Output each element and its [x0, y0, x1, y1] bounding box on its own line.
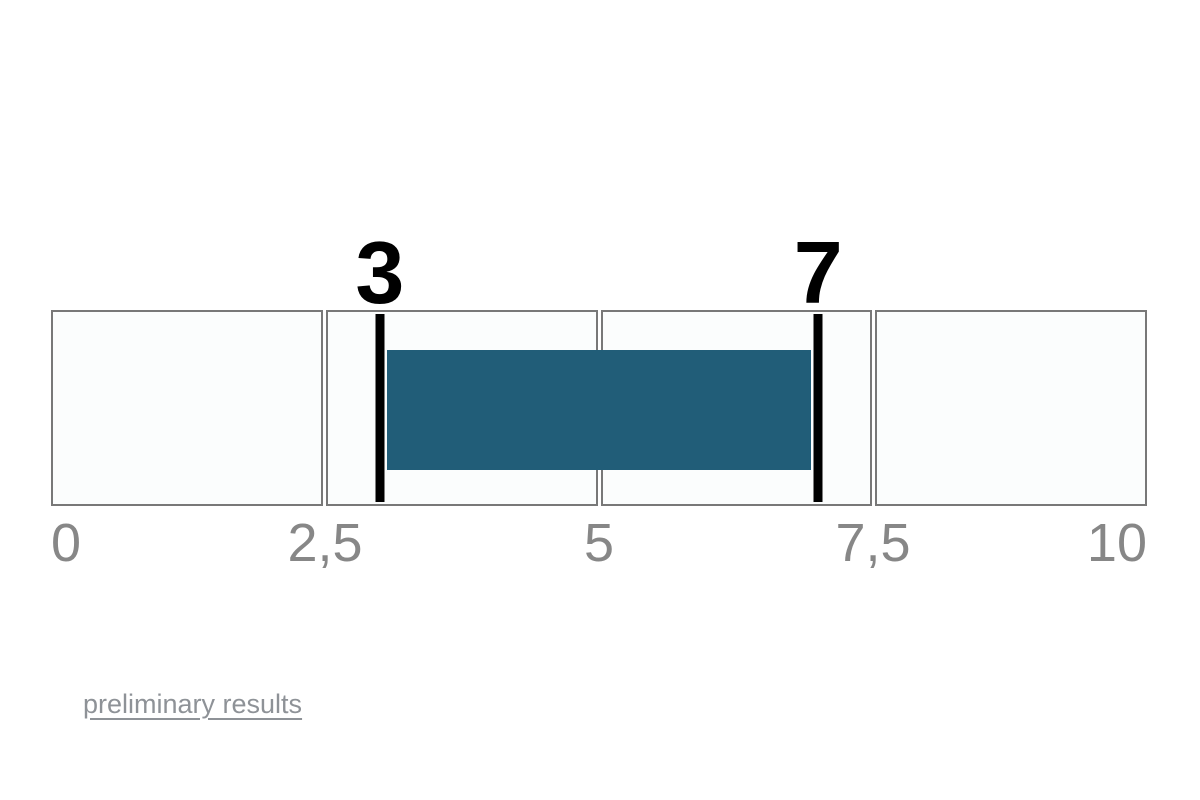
selected-range-bar	[386, 350, 812, 470]
range-start-marker	[375, 314, 385, 502]
axis-tick-label: 7,5	[835, 513, 911, 573]
axis-tick-label: 10	[1086, 513, 1147, 573]
range-gauge-chart: 3 7	[51, 224, 1147, 506]
scale-segment	[51, 310, 323, 506]
preliminary-results-link[interactable]: preliminary results	[83, 689, 303, 719]
scale-segment	[875, 310, 1147, 506]
range-end-value: 7	[793, 223, 843, 323]
axis-labels: 0 2,5 5 7,5 10	[51, 516, 1147, 580]
range-start-value: 3	[355, 223, 405, 323]
axis-tick-label: 0	[51, 513, 82, 573]
axis-tick-label: 5	[583, 513, 615, 573]
range-end-marker	[813, 314, 823, 502]
axis-tick-label: 2,5	[287, 513, 363, 573]
